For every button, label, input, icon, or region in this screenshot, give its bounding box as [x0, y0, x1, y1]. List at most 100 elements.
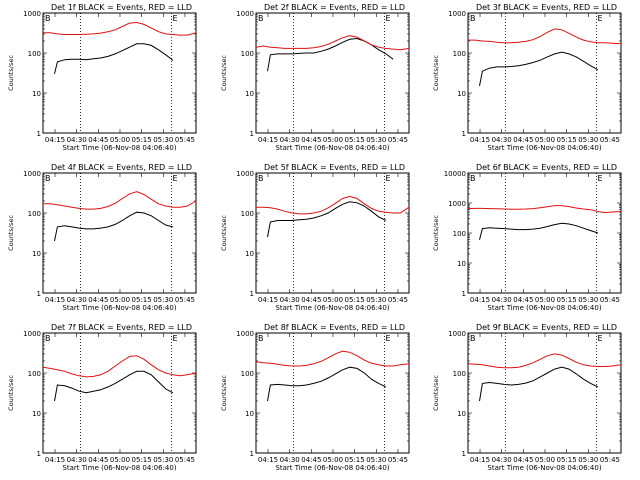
- lld-series-line: [256, 195, 410, 215]
- begin-marker-label: B: [470, 174, 476, 183]
- x-axis-label: Start Time (06-Nov-08 04:06:40): [487, 304, 601, 312]
- y-axis-label: Counts/sec: [432, 375, 440, 411]
- plot-frame: [255, 12, 410, 134]
- x-tick-label: 05:15: [132, 136, 152, 144]
- end-marker-label: E: [172, 14, 177, 23]
- x-tick-label: 05:15: [132, 296, 152, 304]
- y-tick-label: 1: [37, 130, 41, 138]
- x-tick-label: 04:30: [280, 296, 300, 304]
- x-tick-label: 05:00: [323, 456, 343, 464]
- y-tick-label: 100: [453, 230, 466, 238]
- end-marker-label: E: [385, 14, 390, 23]
- panel-det-3: Det 3f BLACK = Events, RED = LLD 1 10 100 10…: [432, 3, 622, 152]
- panel-title: Det 1f BLACK = Events, RED = LLD: [51, 3, 192, 12]
- y-tick-label: 1: [462, 130, 466, 138]
- panel-title: Det 7f BLACK = Events, RED = LLD: [51, 323, 192, 332]
- panel-title: Det 6f BLACK = Events, RED = LLD: [476, 163, 617, 172]
- y-tick-label: 1000: [448, 200, 466, 208]
- events-series-line: [54, 370, 174, 402]
- y-tick-label: 100: [28, 370, 41, 378]
- x-tick-label: 04:30: [280, 136, 300, 144]
- x-tick-label: 05:45: [600, 456, 620, 464]
- y-tick-label: 1: [250, 290, 254, 298]
- plot-frame: [467, 332, 622, 454]
- x-tick-label: 05:30: [578, 296, 598, 304]
- y-tick-label: 10: [457, 90, 466, 98]
- x-axis-label: Start Time (06-Nov-08 04:06:40): [487, 464, 601, 472]
- events-series-line: [479, 222, 599, 240]
- lld-series-line: [43, 191, 197, 210]
- x-tick-label: 05:45: [388, 456, 408, 464]
- plot-frame: [467, 12, 622, 134]
- x-axis-label: Start Time (06-Nov-08 04:06:40): [62, 144, 176, 152]
- panel-title: Det 4f BLACK = Events, RED = LLD: [51, 163, 192, 172]
- panel-title: Det 2f BLACK = Events, RED = LLD: [264, 3, 405, 12]
- events-series-line: [479, 51, 599, 87]
- y-tick-label: 100: [453, 370, 466, 378]
- panel-det-7: Det 7f BLACK = Events, RED = LLD 1 10 100 10…: [7, 323, 197, 472]
- y-tick-label: 100: [241, 370, 254, 378]
- x-tick-label: 05:00: [323, 296, 343, 304]
- y-tick-label: 10: [457, 260, 466, 268]
- end-marker-label: E: [172, 174, 177, 183]
- x-tick-label: 04:45: [301, 456, 321, 464]
- y-tick-label: 100: [453, 50, 466, 58]
- y-tick-label: 1: [462, 450, 466, 458]
- x-axis-label: Start Time (06-Nov-08 04:06:40): [275, 144, 389, 152]
- lld-series-line: [468, 28, 622, 45]
- y-tick-label: 1: [462, 290, 466, 298]
- x-tick-label: 05:00: [110, 296, 130, 304]
- y-tick-label: 10: [245, 410, 254, 418]
- x-tick-label: 04:45: [88, 296, 108, 304]
- y-axis-label: Counts/sec: [7, 215, 15, 251]
- x-tick-label: 05:00: [323, 136, 343, 144]
- begin-marker-label: B: [45, 174, 51, 183]
- x-tick-label: 05:45: [600, 136, 620, 144]
- x-axis-label: Start Time (06-Nov-08 04:06:40): [62, 464, 176, 472]
- end-marker-label: E: [385, 174, 390, 183]
- x-tick-label: 05:30: [366, 456, 386, 464]
- y-axis-label: Counts/sec: [220, 55, 228, 91]
- begin-marker-label: B: [470, 14, 476, 23]
- x-tick-label: 04:15: [258, 456, 278, 464]
- panel-title: Det 5f BLACK = Events, RED = LLD: [264, 163, 405, 172]
- begin-marker-label: B: [45, 14, 51, 23]
- x-tick-label: 04:45: [88, 456, 108, 464]
- plot-frame: [42, 12, 197, 134]
- y-axis-label: Counts/sec: [220, 375, 228, 411]
- x-axis-label: Start Time (06-Nov-08 04:06:40): [275, 464, 389, 472]
- x-tick-label: 04:15: [470, 136, 490, 144]
- x-tick-label: 04:30: [492, 136, 512, 144]
- x-tick-label: 05:00: [535, 296, 555, 304]
- y-tick-label: 1000: [236, 170, 254, 178]
- begin-marker-label: B: [470, 334, 476, 343]
- begin-marker-label: B: [258, 334, 264, 343]
- y-tick-label: 100: [28, 50, 41, 58]
- x-tick-label: 04:45: [301, 296, 321, 304]
- plot-frame: [467, 172, 622, 294]
- x-tick-label: 05:15: [557, 136, 577, 144]
- x-tick-label: 05:00: [535, 136, 555, 144]
- y-tick-label: 1: [37, 290, 41, 298]
- y-tick-label: 1000: [236, 330, 254, 338]
- x-tick-label: 05:45: [388, 296, 408, 304]
- x-tick-label: 04:30: [67, 456, 87, 464]
- panel-title: Det 9f BLACK = Events, RED = LLD: [476, 323, 617, 332]
- y-tick-label: 10: [32, 410, 41, 418]
- x-tick-label: 05:30: [366, 296, 386, 304]
- y-tick-label: 1000: [23, 330, 41, 338]
- end-marker-label: E: [385, 334, 390, 343]
- events-series-line: [479, 366, 599, 402]
- lld-series-line: [467, 205, 622, 214]
- end-marker-label: E: [597, 14, 602, 23]
- y-tick-label: 100: [241, 50, 254, 58]
- panel-det-4: Det 4f BLACK = Events, RED = LLD 1 10 100 10…: [7, 163, 197, 312]
- x-tick-label: 04:45: [301, 136, 321, 144]
- x-tick-label: 04:15: [45, 136, 65, 144]
- end-marker-label: E: [172, 334, 177, 343]
- y-tick-label: 1000: [236, 10, 254, 18]
- y-tick-label: 1000: [23, 10, 41, 18]
- panel-det-5: Det 5f BLACK = Events, RED = LLD 1 10 100 10…: [220, 163, 410, 312]
- y-tick-label: 10: [245, 250, 254, 258]
